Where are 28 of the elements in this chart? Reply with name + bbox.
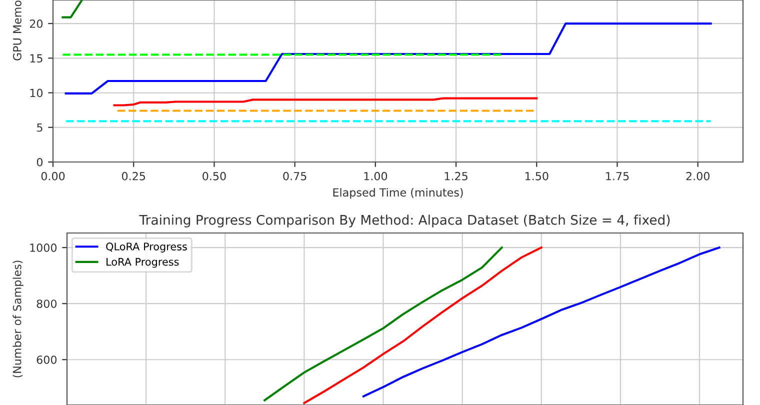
y-tick-label: 600 <box>36 356 57 364</box>
x-tick-label: 1.50 <box>525 172 548 180</box>
x-axis-title: Elapsed Time (minutes) <box>333 188 463 199</box>
legend-label: QLoRA Progress <box>106 242 187 252</box>
chart-title: Training Progress Comparison By Method: Alpaca Dataset (Batch Size = 4, fixed) <box>139 214 670 228</box>
line-series <box>303 246 542 404</box>
x-tick-label: 0.75 <box>283 172 306 180</box>
y-tick-label: 1000 <box>30 244 57 252</box>
x-tick-label: 1.75 <box>606 172 629 180</box>
y-tick-label: 800 <box>36 300 57 308</box>
line-series <box>64 22 712 95</box>
x-tick-label: 0.00 <box>41 172 65 180</box>
y-tick-label: 10 <box>30 88 43 98</box>
x-tick-label: 0.25 <box>122 172 146 180</box>
x-tick-label: 1.00 <box>364 172 388 180</box>
x-tick-label: 1.25 <box>444 172 468 180</box>
x-tick-label: 2.00 <box>686 172 710 180</box>
y-tick-label: 0 <box>36 158 43 166</box>
line-series <box>113 97 538 106</box>
y-axis-title: GPU Memo <box>13 0 22 60</box>
y-axis-title: (Number of Samples) <box>12 260 24 378</box>
x-tick-label: 0.50 <box>202 172 226 180</box>
y-tick-label: 15 <box>30 54 42 63</box>
y-tick-label: 5 <box>37 124 42 132</box>
y-tick-label: 20 <box>30 20 43 28</box>
line-series <box>362 246 720 398</box>
legend-label: LoRA Progress <box>106 258 179 268</box>
line-series <box>264 246 503 402</box>
